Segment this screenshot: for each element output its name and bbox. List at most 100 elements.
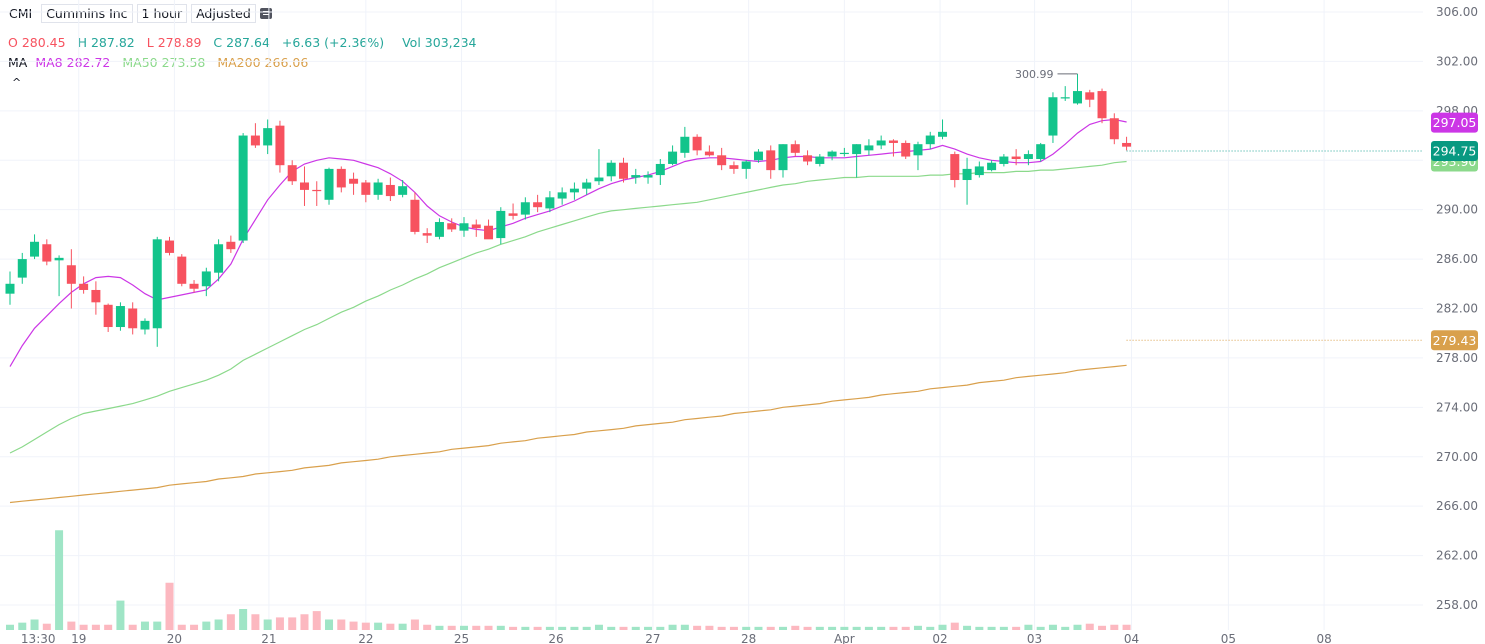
volume-bar-down xyxy=(190,624,199,630)
volume-bar-up xyxy=(1048,624,1057,630)
interval-button[interactable]: 1 hour xyxy=(136,4,188,23)
volume-bar-up xyxy=(815,626,824,630)
volume-bar-down xyxy=(1098,625,1107,630)
candle-down xyxy=(717,155,727,166)
volume-bar-up xyxy=(668,624,677,630)
volume-bar-down xyxy=(901,626,910,630)
candle-down xyxy=(950,154,960,181)
volume-bar-up xyxy=(840,626,849,630)
candle-up xyxy=(152,239,162,329)
ma8-label: MA8 xyxy=(35,55,63,70)
volume-bar-up xyxy=(926,626,935,630)
volume-bar-down xyxy=(889,626,898,630)
volume-bar-down xyxy=(472,625,481,630)
time-tick-label: 04 xyxy=(1124,632,1139,644)
candle-down xyxy=(79,283,89,290)
high-value: 287.82 xyxy=(90,35,135,50)
volume-bars xyxy=(6,530,1131,630)
last-price-tag: 294.75 xyxy=(1431,140,1478,161)
collapse-legend-button[interactable]: ^ xyxy=(12,76,22,89)
volume-bar-up xyxy=(607,626,616,630)
volume-bar-down xyxy=(1085,623,1094,630)
time-tick-label: 21 xyxy=(261,632,276,644)
candle-up xyxy=(30,241,40,257)
symbol-label[interactable]: CMI xyxy=(9,6,33,21)
volume-bar-down xyxy=(67,621,76,630)
volume-bar-up xyxy=(116,600,125,630)
time-tick-label: 19 xyxy=(71,632,86,644)
candle-up xyxy=(631,175,641,178)
symbol-name[interactable]: Cummins Inc xyxy=(41,4,133,23)
ma-legend: MA MA8 282.72 MA50 273.58 MA200 266.06 xyxy=(8,55,316,70)
price-tick-label: 302.00 xyxy=(1436,54,1478,68)
candle-up xyxy=(545,197,555,209)
volume-bar-down xyxy=(288,617,297,630)
candle-down xyxy=(128,308,138,329)
candle-up xyxy=(680,136,690,153)
volume-bar-up xyxy=(325,619,334,630)
volume-bar-up xyxy=(459,625,468,630)
candle-up xyxy=(974,166,984,176)
volume-bar-down xyxy=(423,624,432,630)
ma8-price-tag-bg xyxy=(1431,112,1478,133)
volume-bar-down xyxy=(447,625,456,630)
candle-up xyxy=(876,140,886,146)
candle-up xyxy=(962,168,972,181)
volume-bar-up xyxy=(852,626,861,630)
candle-down xyxy=(275,125,285,166)
volume-bar-up xyxy=(1061,626,1070,630)
volume-bar-up xyxy=(975,626,984,630)
change-value: +6.63 (+2.36%) xyxy=(281,35,385,50)
candle-down xyxy=(165,240,175,253)
volume-bar-down xyxy=(165,582,174,630)
candle-up xyxy=(54,257,64,261)
candles xyxy=(5,73,1132,347)
candle-up xyxy=(557,192,567,199)
price-tick-label: 278.00 xyxy=(1436,351,1478,365)
volume-bar-up xyxy=(779,626,788,630)
adjustment-button[interactable]: Adjusted xyxy=(191,4,256,23)
high-label: H xyxy=(77,35,87,50)
candle-down xyxy=(336,168,346,188)
candle-down xyxy=(901,142,911,157)
candle-down xyxy=(508,213,518,216)
candle-down xyxy=(1011,156,1021,160)
volume-bar-up xyxy=(435,625,444,630)
candle-up xyxy=(520,202,530,215)
time-axis: 13:30 19 20 21 22 25 26 27 28 Apr 02 03 04 05 08 xyxy=(21,632,1332,644)
candle-up xyxy=(201,271,211,287)
price-tick-label: 282.00 xyxy=(1436,302,1478,316)
time-tick-label: 13:30 xyxy=(21,632,56,644)
candle-down xyxy=(888,140,898,143)
price-tick-label: 266.00 xyxy=(1436,499,1478,513)
volume-bar-down xyxy=(300,614,309,630)
volume-bar-down xyxy=(619,626,628,630)
candle-up xyxy=(999,156,1009,164)
volume-bar-up xyxy=(30,619,39,630)
volume-bar-down xyxy=(226,614,235,630)
volume-bar-down xyxy=(251,614,260,630)
volume-bar-up xyxy=(239,609,248,630)
volume-bar-up xyxy=(1073,624,1082,630)
candle-up xyxy=(496,210,506,239)
volume-bar-up xyxy=(742,626,751,630)
candle-down xyxy=(385,184,395,197)
volume-bar-up xyxy=(545,626,554,630)
volume-bar-up xyxy=(398,623,407,630)
volume-bar-up xyxy=(214,619,223,630)
candle-up xyxy=(815,156,825,164)
close-label: C xyxy=(213,35,223,50)
candle-down xyxy=(312,189,322,192)
volume-bar-up xyxy=(6,624,14,630)
volume-bar-down xyxy=(386,623,395,630)
ohlc-legend: O 280.45 H 287.82 L 278.89 C 287.64 +6.63 (+… xyxy=(8,35,485,50)
volume-bar-down xyxy=(349,621,358,630)
volume-value: 303,234 xyxy=(424,35,477,50)
candle-up xyxy=(1060,97,1070,99)
time-tick-label: 28 xyxy=(741,632,756,644)
candle-down xyxy=(533,202,543,208)
volume-bar-up xyxy=(656,626,665,630)
price-tick-label: 262.00 xyxy=(1436,549,1478,563)
candle-down xyxy=(91,289,101,303)
